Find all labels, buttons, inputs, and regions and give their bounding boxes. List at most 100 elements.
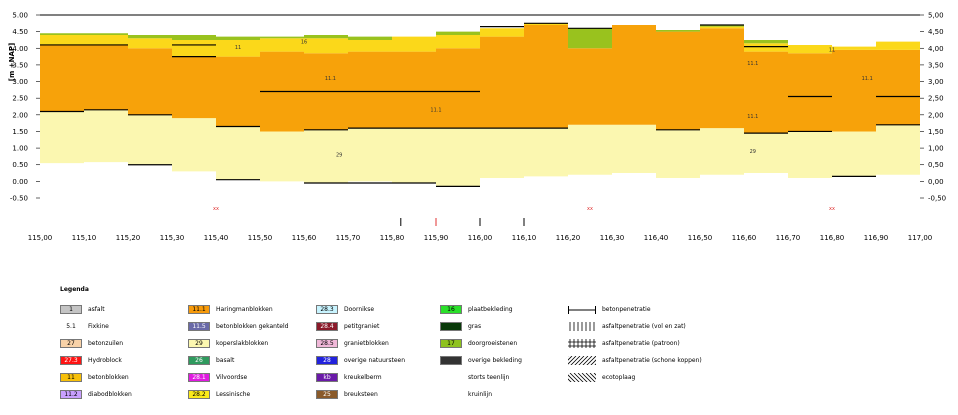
legend-item: kb kreukelberm	[316, 372, 382, 383]
data-label: 11	[235, 45, 241, 51]
y-axis-label: [m +NAP]	[8, 43, 16, 81]
y-tick-label: 4.00	[12, 45, 28, 53]
legend-swatch: 16	[440, 305, 462, 314]
legend-swatch: kb	[316, 373, 338, 382]
legend-item: 28.2 Lessinische	[188, 389, 250, 400]
legend-swatch: 28.3	[316, 305, 338, 314]
legend: Legenda 1 asfalt 5.1 Fixkine 27 betonzuilen 27…	[60, 286, 940, 414]
legend-label: gras	[468, 323, 482, 330]
legend-swatch: 28.4	[316, 322, 338, 331]
x-tick-label: 116,40	[644, 234, 669, 242]
legend-label: betonblokken gekanteld	[216, 323, 289, 330]
legend-swatch: 29	[188, 339, 210, 348]
legend-swatch	[440, 322, 462, 331]
legend-symbol-item: asfaltpenetratie (patroon)	[568, 338, 680, 349]
y-tick-label: 4.50	[12, 28, 28, 36]
legend-label: Doornikse	[344, 306, 375, 313]
legend-swatch	[440, 356, 462, 365]
legend-swatch: 5.1	[60, 322, 82, 331]
legend-item: 25 breuksteen	[316, 389, 378, 400]
legend-swatch: 11	[60, 373, 82, 382]
legend-item: 1 asfalt	[60, 304, 105, 315]
y-tick-label: 3.00	[12, 78, 28, 86]
x-tick-label: 115,00	[28, 234, 53, 242]
legend-swatch: 27.3	[60, 356, 82, 365]
y-tick-label: 0.50	[12, 161, 28, 169]
legend-item: kruinlijn	[440, 389, 492, 400]
legend-swatch	[440, 390, 462, 399]
y-tick-label-right: 0,00	[928, 178, 944, 186]
legend-label: doorgroeistenen	[468, 340, 518, 347]
legend-symbol-item: asfaltpenetratie (schone koppen)	[568, 355, 702, 366]
y-tick-label-right: 1,50	[928, 128, 944, 136]
red-marker-label: xx	[587, 206, 593, 212]
grid-hatch-icon	[568, 339, 596, 348]
legend-item: 17 doorgroeistenen	[440, 338, 517, 349]
area-layers	[40, 23, 920, 187]
x-tick-label: 115,10	[72, 234, 97, 242]
x-tick-label: 116,60	[732, 234, 757, 242]
data-label: 16	[301, 40, 307, 46]
x-tick-label: 116,00	[468, 234, 493, 242]
legend-label: Haringmanblokken	[216, 306, 273, 313]
legend-item: 28 overige natuursteen	[316, 355, 405, 366]
legend-label: overige bekleding	[468, 357, 522, 364]
legend-swatch: 28	[316, 356, 338, 365]
legend-swatch: 11.1	[188, 305, 210, 314]
legend-label: betonzuilen	[88, 340, 124, 347]
data-label: 29	[750, 149, 756, 155]
legend-item: overige bekleding	[440, 355, 522, 366]
profile-chart: [m +NAP] 5.00 5,00 4.50 4,50 4.00 4,00 3.50 3,5…	[8, 12, 946, 243]
y-tick-label-right: 0,50	[928, 161, 944, 169]
y-tick-label-right: 4,00	[928, 45, 944, 53]
x-tick-label: 115,20	[116, 234, 141, 242]
legend-label: Hydroblock	[88, 357, 122, 364]
axes: 5.00 5,00 4.50 4,50 4.00 4,00 3.50 3,50 3.00 3,00…	[10, 12, 946, 243]
x-tick-label: 116,70	[776, 234, 801, 242]
legend-label: Fixkine	[88, 323, 109, 330]
area-series-2	[40, 23, 920, 57]
legend-label: Vilvoordse	[216, 374, 248, 381]
legend-swatch: 28.5	[316, 339, 338, 348]
x-tick-label: 115,50	[248, 234, 273, 242]
diagonal-hatch-icon	[568, 356, 596, 365]
legend-symbol-label: ecotoplaag	[602, 374, 636, 381]
x-tick-label: 117,00	[908, 234, 933, 242]
hline-icon	[568, 306, 596, 314]
legend-label: petitgraniet	[344, 323, 380, 330]
legend-item: 27 betonzuilen	[60, 338, 123, 349]
legend-label: koperslakblokken	[216, 340, 269, 347]
x-tick-label: 115,40	[204, 234, 229, 242]
legend-label: granietblokken	[344, 340, 389, 347]
legend-label: breuksteen	[344, 391, 378, 398]
legend-swatch	[440, 373, 462, 382]
legend-item: 28.1 Vilvoordse	[188, 372, 247, 383]
legend-symbol-item: betonpenetratie	[568, 304, 651, 315]
legend-item: gras	[440, 321, 481, 332]
x-tick-label: 115,60	[292, 234, 317, 242]
legend-label: diabodblokken	[88, 391, 132, 398]
legend-label: betonblokken	[88, 374, 129, 381]
legend-title: Legenda	[60, 286, 89, 293]
legend-item: 11.5 betonblokken gekanteld	[188, 321, 288, 332]
vertical-hatch-icon	[569, 322, 595, 331]
x-tick-label: 116,30	[600, 234, 625, 242]
x-tick-label: 116,80	[820, 234, 845, 242]
red-marker-label: xx	[213, 206, 219, 212]
legend-label: plaatbekleding	[468, 306, 513, 313]
legend-item: 28.5 granietblokken	[316, 338, 389, 349]
legend-item: 5.1 Fixkine	[60, 321, 109, 332]
data-label: 11.1	[862, 76, 873, 82]
y-tick-label: 5.00	[12, 12, 28, 20]
x-tick-label: 116,90	[864, 234, 889, 242]
y-tick-label-right: -0,50	[928, 195, 946, 203]
legend-swatch: 11.5	[188, 322, 210, 331]
y-tick-label-right: 4,50	[928, 28, 944, 36]
legend-item: 11 betonblokken	[60, 372, 129, 383]
y-tick-label: 1.50	[12, 128, 28, 136]
legend-item: 28.4 petitgraniet	[316, 321, 379, 332]
legend-item: 11.2 diabodblokken	[60, 389, 132, 400]
legend-item: storts teenlijn	[440, 372, 509, 383]
y-tick-label: 2.50	[12, 95, 28, 103]
y-tick-label: 3.50	[12, 61, 28, 69]
